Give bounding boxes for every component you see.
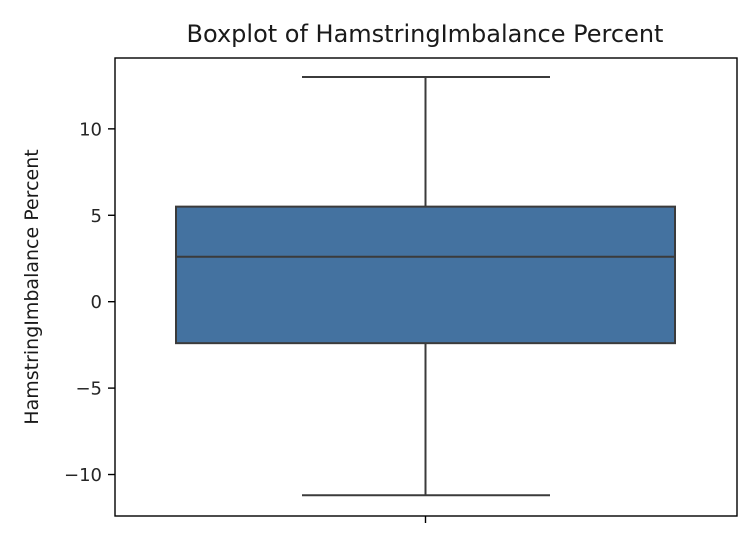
plot-area: −10 −5 0 5 10 — [64, 57, 738, 523]
chart-title: Boxplot of HamstringImbalance Percent — [187, 20, 664, 48]
y-tick-label: 0 — [91, 292, 102, 313]
y-tick-label: −5 — [75, 379, 102, 400]
y-axis-label: HamstringImbalance Percent — [21, 149, 43, 424]
interquartile-box — [175, 205, 676, 345]
y-tick-label: 5 — [91, 206, 102, 227]
y-tick-label: 10 — [79, 119, 102, 140]
y-tick-label: −10 — [64, 465, 102, 486]
